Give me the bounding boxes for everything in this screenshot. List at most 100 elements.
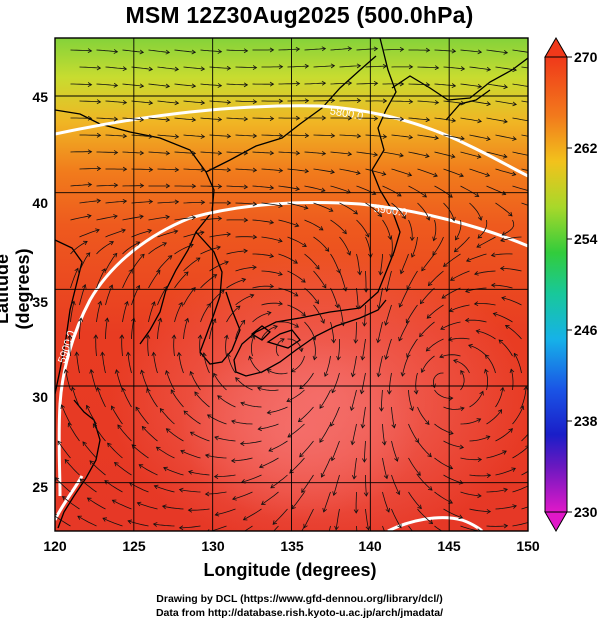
- streamline-arrowhead: [136, 501, 142, 507]
- streamline: [96, 268, 106, 289]
- streamline: [339, 270, 347, 292]
- streamline: [261, 270, 283, 275]
- streamline-arrowhead: [347, 115, 353, 121]
- streamline-arrowhead: [113, 82, 119, 88]
- streamline-arrowhead: [252, 65, 258, 70]
- streamline: [500, 268, 522, 272]
- streamline-arrowhead: [330, 456, 336, 462]
- streamline: [127, 352, 132, 374]
- colorbar-tick-label: 270: [574, 49, 598, 65]
- streamline-arrowhead: [93, 334, 99, 339]
- streamline-arrowhead: [425, 47, 431, 53]
- streamline-arrowhead: [330, 169, 335, 175]
- streamline: [92, 423, 106, 442]
- streamline-arrowhead: [405, 318, 411, 324]
- streamline-arrowhead: [334, 303, 340, 309]
- streamline-arrowhead: [425, 82, 431, 88]
- streamline: [278, 287, 299, 297]
- streamline: [455, 219, 462, 241]
- streamline-arrowhead: [269, 219, 275, 225]
- streamline-arrowhead: [398, 302, 404, 308]
- streamline: [62, 496, 80, 510]
- streamline: [313, 65, 335, 68]
- streamline: [391, 100, 413, 103]
- streamline-arrowhead: [183, 410, 189, 415]
- streamline: [79, 66, 101, 69]
- streamline: [105, 100, 127, 104]
- streamline: [417, 508, 433, 524]
- streamline-arrowhead: [108, 284, 114, 290]
- streamline: [330, 287, 339, 308]
- streamline: [301, 474, 314, 493]
- streamline: [469, 134, 491, 140]
- streamline-arrowhead: [474, 271, 479, 276]
- streamline: [443, 440, 464, 448]
- streamline-arrowhead: [451, 216, 456, 222]
- streamline-arrowhead: [347, 151, 353, 157]
- streamline: [505, 325, 522, 340]
- streamline-arrowhead: [399, 81, 405, 87]
- streamline: [304, 151, 326, 155]
- streamline: [252, 285, 274, 289]
- streamline: [304, 48, 326, 51]
- streamline: [129, 482, 149, 493]
- streamline-arrowhead: [243, 48, 249, 54]
- streamline-arrowhead: [257, 426, 262, 432]
- streamline: [330, 82, 352, 85]
- streamline: [287, 304, 306, 316]
- streamline-arrowhead: [497, 409, 503, 414]
- streamline: [408, 185, 427, 198]
- streamline: [443, 253, 461, 267]
- streamline-arrowhead: [347, 80, 353, 86]
- streamline: [408, 83, 430, 86]
- streamline-arrowhead: [189, 431, 195, 436]
- streamline-arrowhead: [399, 46, 405, 52]
- streamline-arrowhead: [278, 133, 284, 139]
- streamline: [304, 82, 326, 85]
- streamline: [174, 117, 196, 121]
- streamline-arrowhead: [83, 240, 88, 246]
- streamline-arrowhead: [451, 83, 457, 88]
- streamline: [252, 312, 271, 323]
- streamline-arrowhead: [408, 64, 414, 70]
- streamline: [55, 477, 71, 493]
- streamline: [235, 66, 257, 68]
- streamline-arrowhead: [139, 83, 145, 89]
- streamline-arrowhead: [201, 352, 207, 357]
- streamline: [96, 49, 118, 53]
- streamline-arrowhead: [217, 150, 223, 156]
- streamline-arrowhead: [322, 507, 327, 513]
- streamline: [200, 303, 211, 323]
- streamline: [135, 406, 149, 425]
- streamline-arrowhead: [82, 441, 87, 446]
- streamline-arrowhead: [61, 496, 67, 501]
- streamline-arrowhead: [330, 422, 335, 427]
- streamline: [339, 202, 358, 215]
- streamline-arrowhead: [74, 351, 80, 356]
- streamline-arrowhead: [195, 257, 201, 262]
- streamline: [386, 270, 392, 292]
- streamline: [356, 117, 378, 119]
- streamline-arrowhead: [60, 404, 65, 410]
- streamline: [406, 304, 418, 323]
- streamline: [350, 389, 357, 411]
- streamline-arrowhead: [167, 255, 173, 260]
- streamline-arrowhead: [266, 310, 272, 316]
- streamline-arrowhead: [204, 491, 210, 497]
- streamline: [157, 201, 179, 204]
- streamline: [70, 184, 92, 187]
- streamline: [460, 457, 482, 461]
- streamline-arrowhead: [139, 183, 145, 189]
- streamline: [460, 83, 482, 88]
- streamline-arrowhead: [146, 388, 151, 393]
- streamline-arrowhead: [122, 99, 128, 105]
- streamline: [495, 467, 516, 476]
- streamline: [235, 134, 257, 137]
- streamline-arrowhead: [270, 484, 275, 489]
- streamline: [465, 319, 487, 323]
- streamline-arrowhead: [165, 117, 171, 123]
- streamline: [70, 241, 88, 255]
- streamline: [203, 352, 210, 374]
- streamline: [70, 49, 92, 52]
- streamline: [495, 100, 517, 105]
